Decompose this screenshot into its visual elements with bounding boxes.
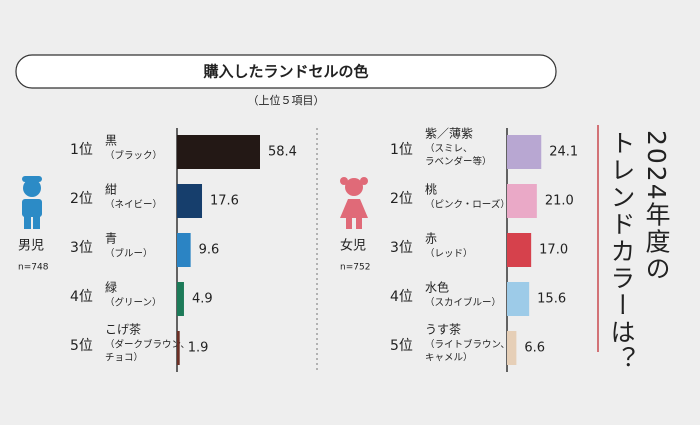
bar [177, 282, 184, 316]
subtitle: （上位５項目） [248, 93, 325, 107]
category-note: （ピンク・ローズ） [425, 199, 510, 211]
rank: 1位 [390, 142, 413, 158]
category-note: （ダークブラウン、 [105, 339, 190, 351]
bar [507, 282, 530, 316]
rank: 4位 [70, 289, 93, 305]
category-note: （ブルー） [105, 248, 153, 260]
value-label: 15.6 [537, 292, 566, 307]
tagline: トレンドカラーは？ [607, 130, 636, 373]
bar [507, 184, 537, 218]
value-label: 17.0 [539, 243, 568, 258]
category: 紺 [105, 182, 117, 197]
bar [177, 233, 191, 267]
category-note: （レッド） [425, 248, 473, 260]
title-pill [15, 54, 557, 89]
tagline: 2024年度の [642, 130, 671, 283]
category-note: （スミレ、 [425, 143, 473, 155]
category-note: チョコ） [105, 352, 143, 364]
value-label: 6.6 [524, 341, 545, 356]
category: 水色 [425, 281, 449, 295]
rank: 2位 [70, 191, 93, 207]
category-note: （スカイブルー） [425, 297, 501, 309]
category: こげ茶 [105, 322, 141, 337]
rank: 5位 [70, 338, 93, 354]
bar [177, 184, 203, 218]
category-note: ラベンダー等） [425, 156, 492, 168]
bar [507, 233, 532, 267]
group-label: 男児 [18, 239, 44, 254]
group-count: n=748 [18, 263, 49, 273]
category: 紫／薄紫 [425, 126, 473, 141]
rank: 1位 [70, 142, 93, 158]
rank: 3位 [70, 240, 93, 256]
rank: 3位 [390, 240, 413, 256]
group-label: 女児 [340, 238, 366, 254]
girl-icon [340, 177, 368, 229]
value-label: 9.6 [199, 243, 220, 258]
category: 青 [105, 232, 117, 246]
category: 黒 [105, 134, 117, 148]
category: 緑 [105, 280, 117, 295]
value-label: 1.9 [188, 341, 209, 356]
value-label: 58.4 [268, 145, 297, 160]
category: うす茶 [425, 322, 461, 337]
category-note: （ネイビー） [105, 199, 162, 211]
category-note: （グリーン） [105, 297, 162, 309]
rank: 4位 [390, 289, 413, 305]
value-label: 21.0 [545, 194, 574, 209]
rank: 2位 [390, 191, 413, 207]
value-label: 24.1 [549, 145, 578, 160]
bar [177, 331, 180, 365]
category-note: （ブラック） [105, 150, 162, 162]
boy-icon [22, 176, 42, 229]
category-note: キャメル） [425, 352, 473, 364]
bar [507, 135, 542, 169]
category: 桃 [425, 182, 437, 197]
value-label: 17.6 [210, 194, 239, 209]
rank: 5位 [390, 338, 413, 354]
bar [177, 135, 260, 169]
value-label: 4.9 [192, 292, 213, 307]
category-note: （ライトブラウン、 [425, 339, 510, 351]
group-count: n=752 [340, 263, 370, 273]
category: 赤 [425, 232, 437, 246]
bar [507, 331, 517, 365]
chart-title: 購入したランドセルの色 [202, 63, 368, 81]
